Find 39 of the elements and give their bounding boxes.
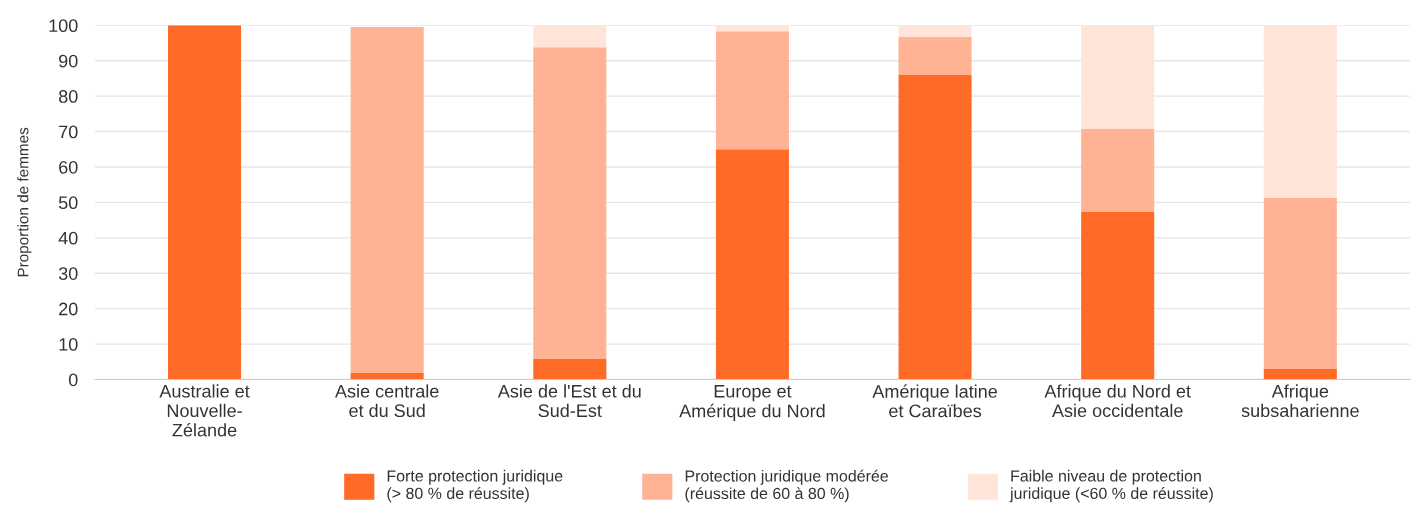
bar <box>533 47 607 359</box>
legend-label: Faible niveau de protection juridique (<60 % de réussite) <box>1009 469 1213 503</box>
x-tick-label: Afrique du Nord et Asie occidentale <box>1044 384 1191 418</box>
x-tick-label: Australie et Nouvelle- Zélande <box>159 384 250 437</box>
y-tick-label: 10 <box>59 338 78 351</box>
bar <box>898 25 972 37</box>
y-tick-label: 90 <box>59 54 78 68</box>
bar <box>533 358 607 380</box>
bar <box>350 27 424 373</box>
y-tick-label: 40 <box>58 231 78 245</box>
bar <box>1263 25 1337 198</box>
bar <box>167 25 242 380</box>
bar <box>1081 25 1155 130</box>
bar <box>898 36 972 75</box>
y-tick-label: 60 <box>59 160 78 174</box>
bar <box>350 372 424 380</box>
bar <box>1081 211 1155 380</box>
legend-label: Forte protection juridique (> 80 % de réussite) <box>387 469 563 503</box>
y-tick-label: 50 <box>58 196 78 210</box>
bar <box>533 25 607 48</box>
bar <box>898 74 972 380</box>
x-tick-label: Asie de l'Est et du Sud-Est <box>497 384 641 418</box>
y-tick-label: 80 <box>58 90 78 103</box>
x-tick-label: Amérique latine et Caraïbes <box>872 384 997 418</box>
x-tick-label: Asie centrale et du Sud <box>335 384 439 418</box>
bar <box>1263 197 1337 369</box>
y-axis-title: Proportion de femmes <box>17 127 32 277</box>
bar <box>1263 368 1337 380</box>
y-tick-label: 100 <box>49 19 78 33</box>
bar <box>1081 129 1155 212</box>
bar <box>715 31 789 150</box>
y-tick-label: 20 <box>59 302 78 316</box>
bar <box>715 149 789 380</box>
y-tick-label: 30 <box>58 267 78 280</box>
x-tick-label: Europe et Amérique du Nord <box>679 385 825 421</box>
x-tick-label: Afrique subsaharienne <box>1241 384 1359 418</box>
legend-label: Protection juridique modérée (réussite de 60 à 80 %) <box>685 469 888 503</box>
y-tick-label: 70 <box>59 125 78 139</box>
y-tick-label: 0 <box>68 373 78 387</box>
